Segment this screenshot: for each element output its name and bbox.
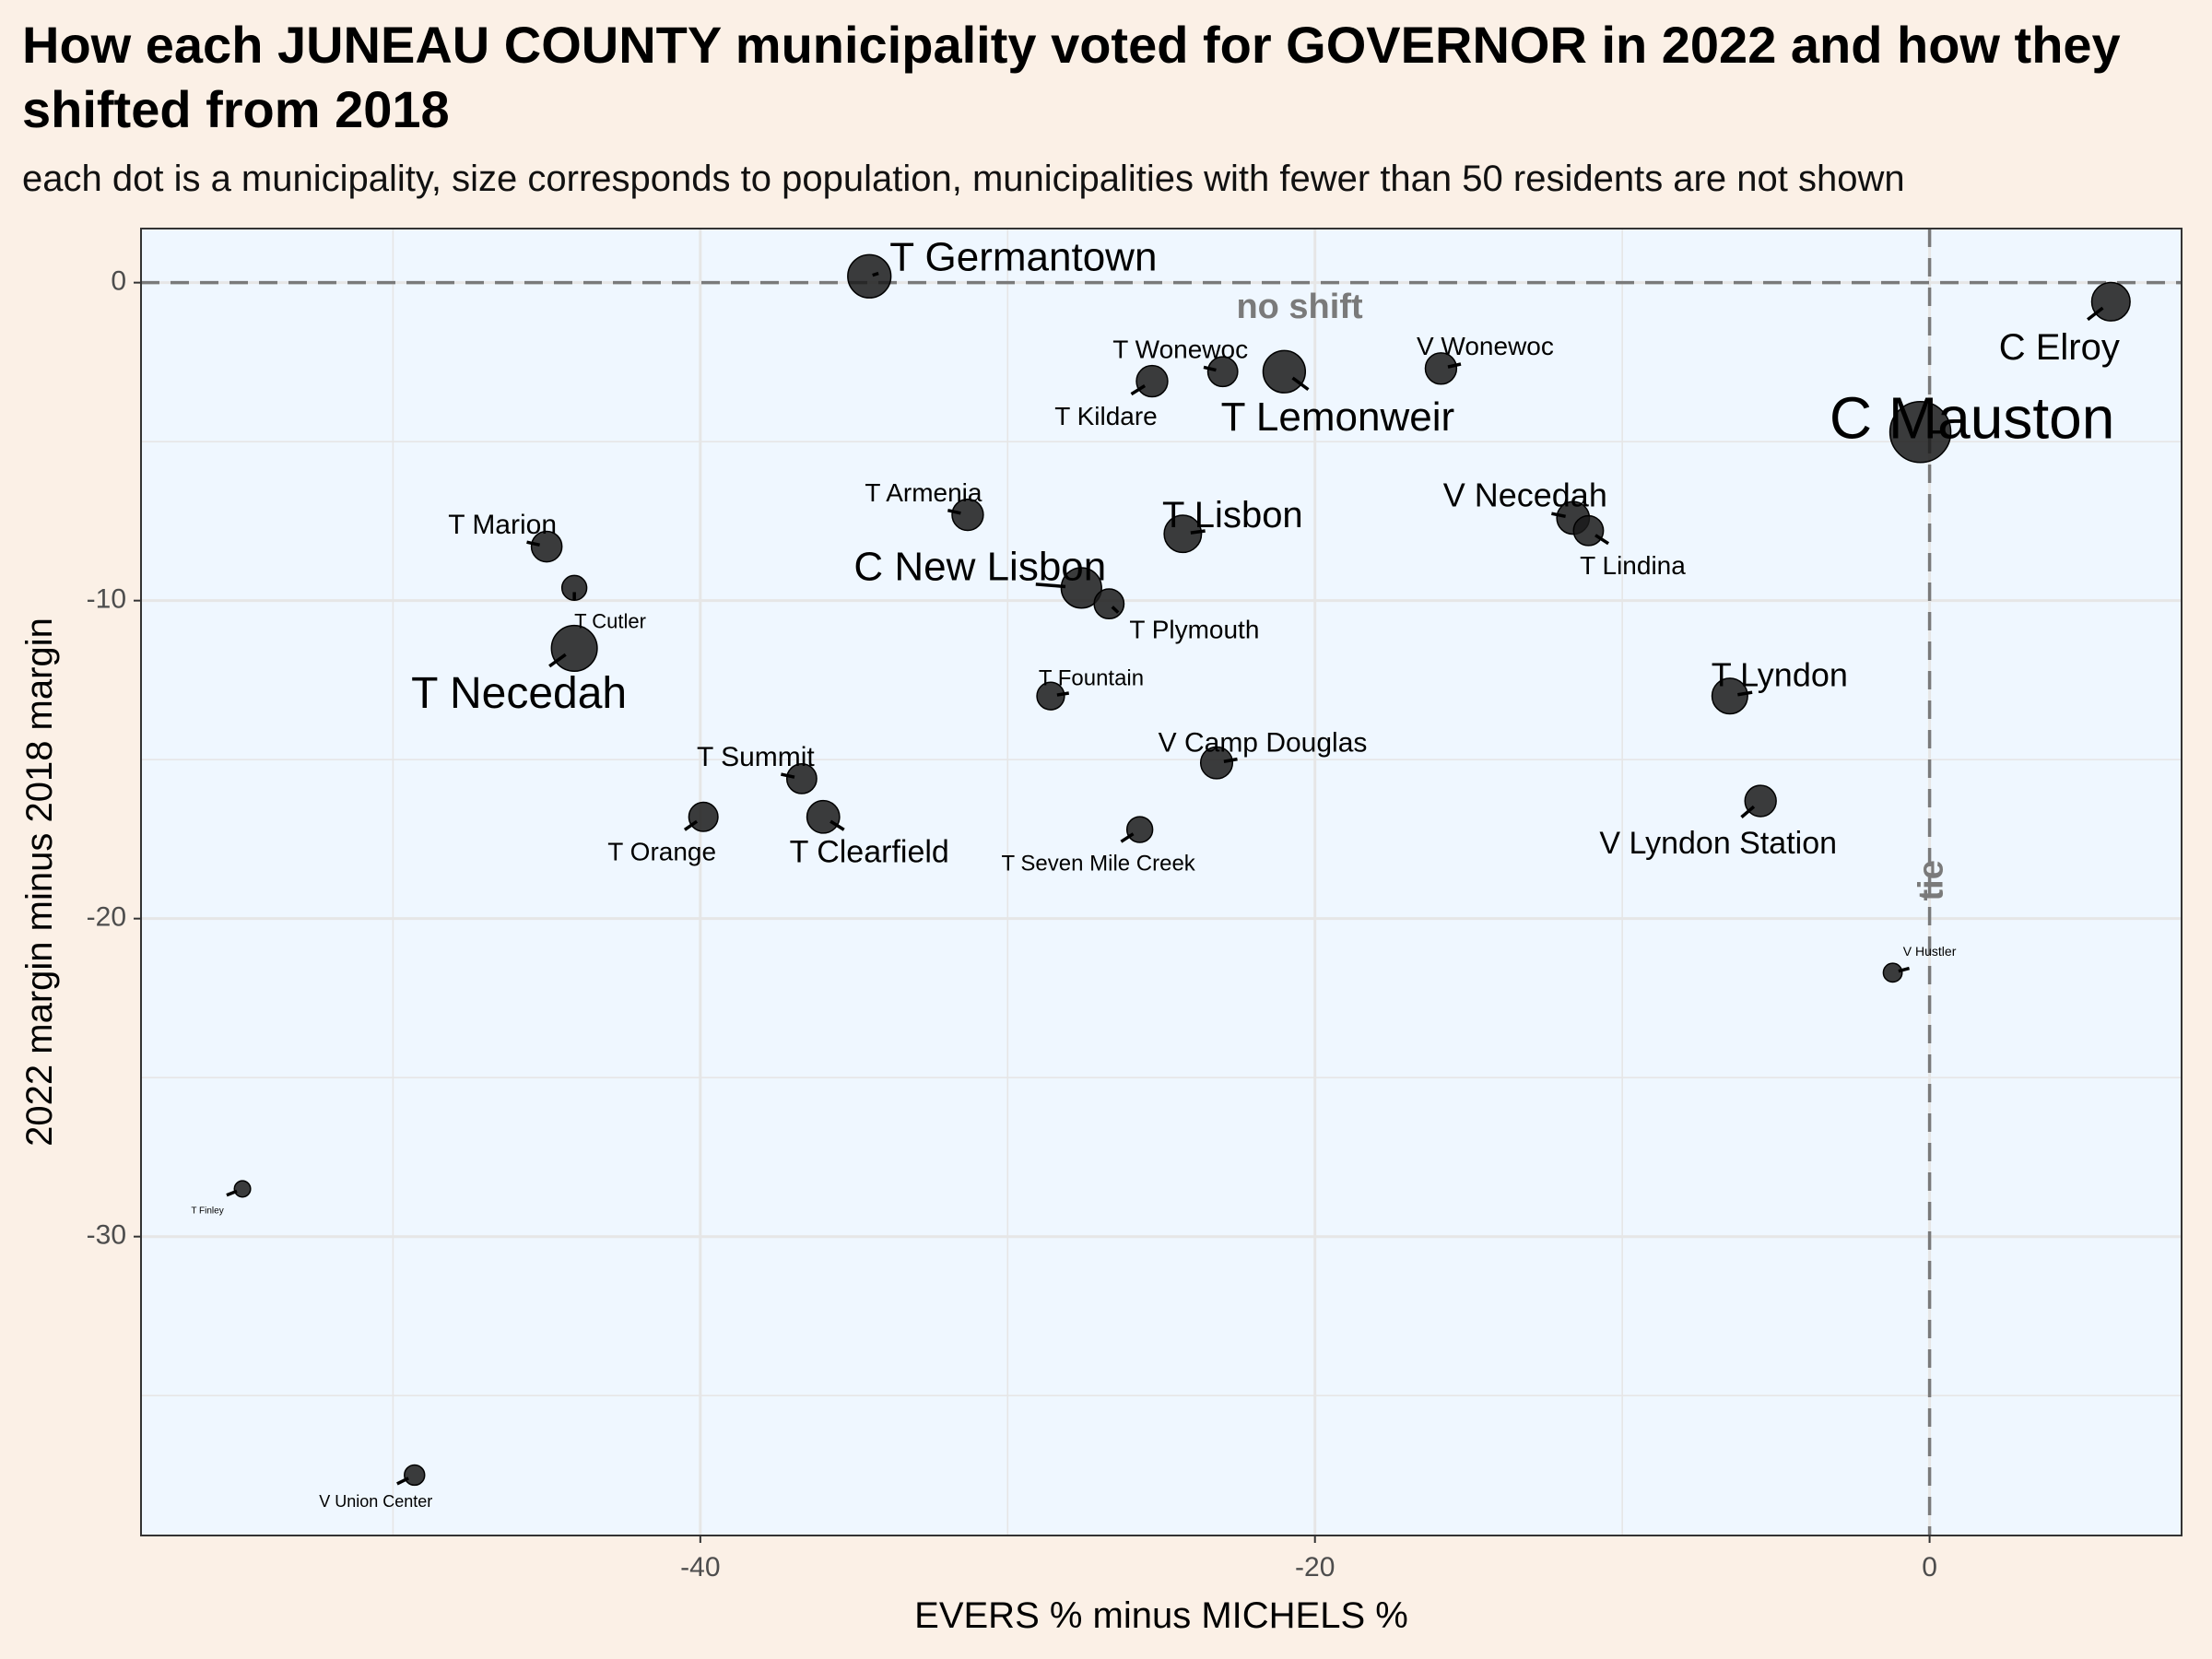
leader-line-t-armenia xyxy=(947,509,961,515)
label-v-camp-douglas: V Camp Douglas xyxy=(1159,728,1368,759)
point-t-orange xyxy=(688,801,719,832)
label-t-lemonweir: T Lemonweir xyxy=(1221,394,1455,440)
leader-line-t-plymouth xyxy=(1111,606,1120,614)
point-t-wonewoc xyxy=(1206,356,1239,388)
label-c-elroy: C Elroy xyxy=(1999,327,2120,368)
leader-line-v-lyndon-station xyxy=(1740,805,1756,818)
label-t-lisbon: T Lisbon xyxy=(1162,495,1303,535)
label-t-germantown: T Germantown xyxy=(889,234,1157,279)
chart-title: How each JUNEAU COUNTY municipality vote… xyxy=(22,16,2121,138)
leader-line-t-seven-mile-creek xyxy=(1120,832,1135,843)
chart-subtitle: each dot is a municipality, size corresp… xyxy=(22,159,1905,199)
leader-line-t-wonewoc xyxy=(1203,365,1217,372)
point-t-fountain xyxy=(1036,681,1065,711)
point-t-finley xyxy=(233,1180,252,1198)
leader-line-v-wonewoc xyxy=(1447,362,1462,369)
point-t-plymouth xyxy=(1093,588,1125,620)
label-t-marion: T Marion xyxy=(448,510,557,540)
leader-line-v-necedah xyxy=(1551,512,1566,518)
point-c-new-lisbon xyxy=(1060,567,1102,609)
leader-line-t-fountain xyxy=(1056,691,1070,697)
point-v-camp-douglas xyxy=(1199,746,1234,780)
leader-line-t-germantown xyxy=(872,271,879,277)
point-c-mauston xyxy=(1888,401,1952,464)
y-tick-label: -30 xyxy=(87,1220,126,1251)
label-c-new-lisbon: C New Lisbon xyxy=(853,544,1106,589)
label-t-lindina: T Lindina xyxy=(1580,551,1686,580)
label-t-finley: T Finley xyxy=(191,1206,223,1217)
point-t-germantown xyxy=(847,253,892,299)
label-v-necedah: V Necedah xyxy=(1443,476,1607,513)
label-t-necedah: T Necedah xyxy=(411,669,627,718)
leader-line-t-orange xyxy=(683,819,699,831)
label-t-orange: T Orange xyxy=(607,838,716,866)
label-t-cutler: T Cutler xyxy=(574,610,646,633)
point-t-cutler xyxy=(560,574,588,602)
x-tick-label: -40 xyxy=(680,1552,720,1583)
point-labels: T Germantown T Wonewoc T Kildare T Lemonwei… xyxy=(191,234,2120,1511)
leader-line-c-new-lisbon xyxy=(1035,582,1066,589)
x-tick-label: 0 xyxy=(1922,1552,1937,1583)
y-tick-label: -10 xyxy=(87,584,126,615)
point-t-seven-mile-creek xyxy=(1125,816,1154,843)
label-t-lyndon: T Lyndon xyxy=(1712,656,1848,694)
point-t-clearfield xyxy=(806,799,841,834)
leader-line-t-necedah xyxy=(548,653,567,668)
y-tick-label: 0 xyxy=(111,266,126,297)
leader-line-c-elroy xyxy=(2087,306,2104,322)
label-v-lyndon-station: V Lyndon Station xyxy=(1599,826,1837,861)
leader-line-v-union-center xyxy=(396,1477,409,1486)
point-v-hustler xyxy=(1882,962,1903,983)
y-tick-label: -20 xyxy=(87,902,126,933)
point-c-elroy xyxy=(2090,281,2131,322)
point-t-lisbon xyxy=(1163,514,1203,554)
leader-line-t-lemonweir xyxy=(1291,376,1310,392)
leader-line-t-finley xyxy=(226,1189,238,1197)
leader-line-t-marion xyxy=(526,540,540,547)
point-t-necedah xyxy=(550,624,598,672)
label-t-armenia: T Armenia xyxy=(865,478,982,507)
point-t-lyndon xyxy=(1711,677,1748,715)
panel-background xyxy=(141,229,2182,1535)
panel-border xyxy=(140,228,2183,1536)
tie-label: tie xyxy=(1912,860,1951,900)
label-v-union-center: V Union Center xyxy=(319,1492,432,1511)
point-t-armenia xyxy=(951,498,984,532)
label-t-fountain: T Fountain xyxy=(1039,666,1144,691)
leader-line-t-lindina xyxy=(1594,534,1610,546)
leader-line-t-clearfield xyxy=(830,819,845,831)
leader-line-t-lisbon xyxy=(1190,529,1206,535)
leader-line-t-summit xyxy=(781,772,795,779)
data-points xyxy=(233,253,2131,1487)
label-c-mauston: C Mauston xyxy=(1830,385,2114,452)
x-axis-title: EVERS % minus MICHELS % xyxy=(914,1595,1408,1636)
leader-line-t-lyndon xyxy=(1737,690,1753,697)
leader-line-t-kildare xyxy=(1130,384,1147,396)
label-t-clearfield: T Clearfield xyxy=(790,834,949,869)
point-v-union-center xyxy=(404,1464,426,1487)
point-t-summit xyxy=(785,762,818,794)
label-t-summit: T Summit xyxy=(697,742,815,772)
point-t-marion xyxy=(530,530,563,563)
label-t-seven-mile-creek: T Seven Mile Creek xyxy=(1002,851,1196,876)
label-v-hustler: V Hustler xyxy=(1903,944,1957,959)
point-t-lindina xyxy=(1572,514,1605,547)
x-tick-label: -20 xyxy=(1295,1552,1335,1583)
leader-line-v-camp-douglas xyxy=(1223,757,1238,763)
leader-line-v-hustler xyxy=(1898,966,1911,973)
label-t-kildare: T Kildare xyxy=(1054,402,1158,430)
axes: -40 -20 0 0 -10 -20 -30 EVERS % minus MICHELS %… xyxy=(19,228,2183,1636)
label-t-plymouth: T Plymouth xyxy=(1129,616,1259,644)
y-axis-title: 2022 margin minus 2018 margin xyxy=(19,618,60,1147)
label-t-wonewoc: T Wonewoc xyxy=(1112,335,1248,364)
point-v-wonewoc xyxy=(1424,352,1458,385)
label-v-wonewoc: V Wonewoc xyxy=(1417,332,1554,360)
plot-panel xyxy=(141,229,2182,1535)
no-shift-label: no shift xyxy=(1236,288,1363,326)
point-t-lemonweir xyxy=(1262,349,1307,394)
point-t-kildare xyxy=(1135,364,1169,398)
